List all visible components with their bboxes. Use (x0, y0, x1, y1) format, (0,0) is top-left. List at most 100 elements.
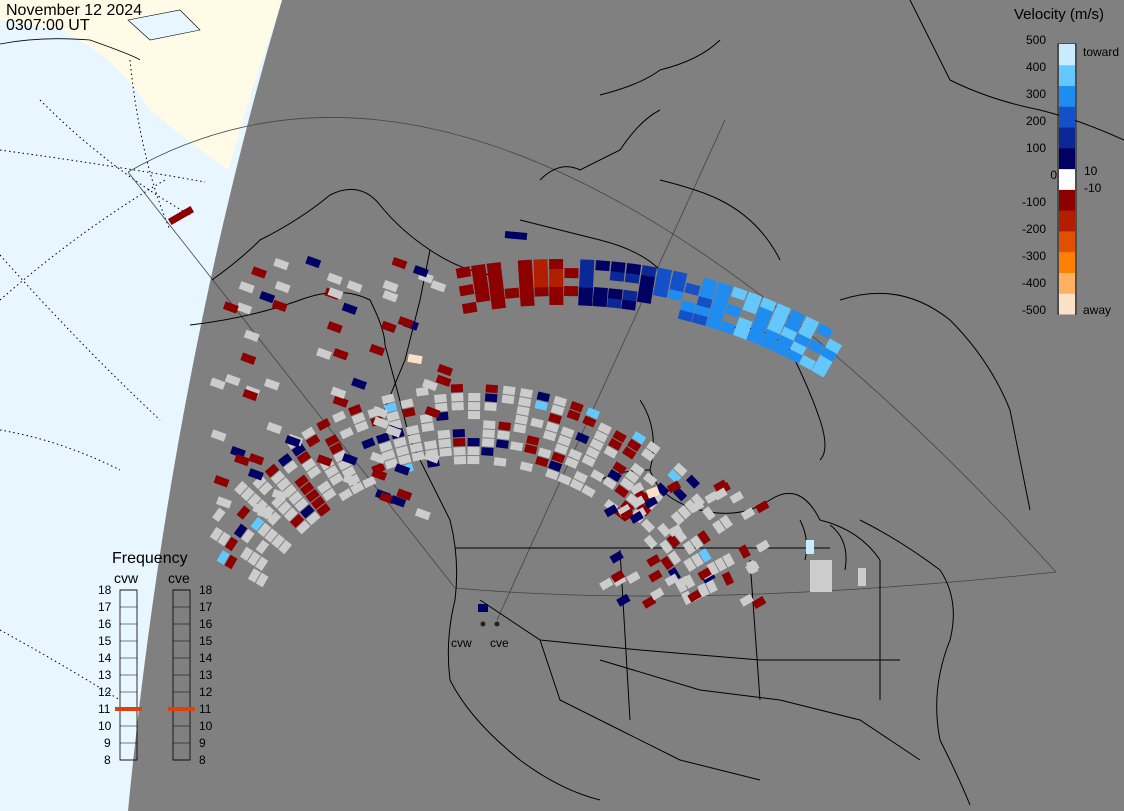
echo-cell (666, 480, 682, 494)
echo-cell (412, 265, 429, 278)
echo-cell (486, 262, 502, 274)
backscatter-echoes (167, 205, 866, 612)
echo-cell (593, 287, 608, 299)
echo-cell (755, 500, 770, 514)
colorbar-tick-label: -400 (1021, 276, 1046, 290)
echo-cell (697, 567, 712, 581)
echo-cell (473, 281, 490, 294)
echo-cell (329, 442, 344, 455)
colorbar-tick-label: -300 (1021, 249, 1046, 263)
echo-cell (373, 416, 390, 429)
echo-cell (284, 435, 301, 448)
echo-cell (722, 552, 735, 568)
echo-cell (296, 450, 312, 465)
echo-cell (216, 550, 230, 565)
echo-cell (569, 478, 584, 492)
echo-cell (657, 522, 672, 538)
frequency-title: Frequency (112, 550, 188, 567)
echo-cell (504, 231, 528, 240)
echo-cell (383, 402, 398, 414)
echo-cell (624, 271, 640, 284)
echo-cell (592, 296, 608, 308)
echo-cell (209, 526, 224, 542)
echo-cell (639, 273, 656, 287)
echo-cell (346, 280, 363, 293)
frequency-label-cvw: 17 (98, 600, 112, 614)
echo-cell (815, 354, 834, 370)
echo-cell (381, 393, 396, 405)
echo-cell (481, 447, 494, 457)
echo-cell (333, 449, 348, 463)
echo-cell (224, 554, 238, 570)
echo-cell (564, 267, 579, 279)
echo-cell (659, 539, 674, 554)
echo-cell (655, 482, 670, 497)
echo-cell (548, 412, 562, 425)
echo-cell (643, 534, 658, 550)
echo-cell (608, 437, 623, 451)
echo-cell (421, 422, 435, 433)
echo-cell (317, 480, 332, 494)
echo-cell (672, 487, 688, 502)
echo-cell (451, 402, 464, 411)
echo-cell (301, 458, 317, 472)
echo-cell (798, 354, 816, 371)
echo-cell (236, 302, 253, 315)
echo-cell (517, 259, 533, 271)
colorbar-segment (1059, 44, 1075, 66)
echo-cell (450, 384, 464, 393)
echo-cell (405, 424, 420, 436)
echo-cell (242, 388, 259, 402)
echo-cell (209, 377, 226, 390)
echo-cell (267, 511, 282, 526)
echo-cell (216, 496, 232, 509)
echo-cell (620, 508, 635, 522)
echo-cell (509, 441, 524, 452)
echo-cell (646, 440, 661, 455)
echo-cell (407, 353, 423, 365)
echo-cell (291, 443, 307, 457)
echo-cell (802, 316, 820, 332)
cvw-frequency-indicator (115, 707, 142, 711)
echo-cell (453, 446, 466, 456)
echo-cell (698, 548, 712, 563)
echo-cell (316, 454, 333, 467)
echo-cell (612, 461, 627, 475)
frequency-label-cve: 8 (199, 753, 206, 767)
echo-cell (690, 552, 704, 568)
echo-cell (299, 481, 315, 496)
echo-cell (643, 495, 659, 509)
echo-cell (640, 448, 656, 462)
echo-cell (384, 458, 399, 470)
coastlines (189, 0, 1124, 806)
echo-cell (393, 436, 407, 448)
echo-cell (382, 290, 399, 303)
echo-cell (369, 343, 386, 357)
echo-cell (451, 393, 464, 402)
echo-cell (579, 268, 594, 279)
echo-cell (621, 298, 637, 311)
echo-cell (794, 332, 812, 348)
colorbar-segment (1059, 272, 1075, 294)
echo-cell (437, 429, 451, 439)
colorbar-tick-label: 500 (1025, 33, 1046, 47)
echo-cell (595, 260, 611, 272)
colorbar-segment (1059, 293, 1075, 315)
echo-cell (422, 378, 438, 392)
echo-cell (400, 398, 414, 409)
echo-cell (255, 539, 270, 555)
echo-cell (759, 336, 777, 351)
echo-cell (648, 569, 663, 583)
echo-cell (536, 391, 551, 403)
echo-cell (341, 453, 358, 466)
echo-cell (326, 272, 343, 285)
echo-cell (534, 400, 549, 411)
echo-cell (430, 280, 447, 293)
colorbar-tick-label: -200 (1021, 222, 1046, 236)
echo-cell (332, 410, 347, 423)
frequency-label-cvw: 16 (98, 617, 112, 631)
echo-cell (551, 451, 566, 464)
frequency-label-cve: 9 (199, 736, 206, 750)
frequency-label-cve: 14 (199, 651, 213, 665)
echo-cell (467, 446, 480, 456)
